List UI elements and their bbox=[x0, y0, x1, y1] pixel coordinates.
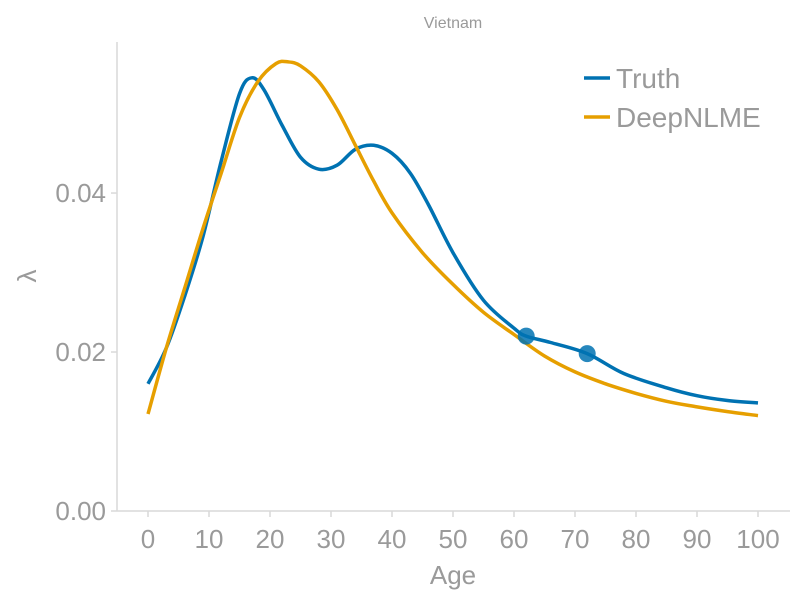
legend: Truth DeepNLME bbox=[584, 63, 761, 133]
data-point-marker bbox=[517, 327, 535, 345]
x-tick-label: 100 bbox=[736, 524, 779, 554]
y-tick-label: 0.00 bbox=[55, 496, 106, 526]
legend-label-truth: Truth bbox=[616, 63, 680, 94]
series-layer bbox=[146, 59, 759, 418]
y-tick-label: 0.02 bbox=[55, 337, 106, 367]
legend-label-deepnlme: DeepNLME bbox=[616, 102, 761, 133]
x-tick-label: 20 bbox=[256, 524, 285, 554]
x-tick-label: 90 bbox=[683, 524, 712, 554]
x-tick-label: 80 bbox=[622, 524, 651, 554]
x-tick-label: 0 bbox=[141, 524, 155, 554]
data-point-marker bbox=[578, 345, 596, 363]
marker-layer bbox=[517, 327, 596, 363]
x-axis-label: Age bbox=[430, 560, 476, 590]
x-tick-label: 40 bbox=[378, 524, 407, 554]
y-axis-ticks: 0.00 0.02 0.04 bbox=[55, 178, 117, 526]
series-line-truth bbox=[146, 76, 759, 405]
x-tick-label: 50 bbox=[439, 524, 468, 554]
series-line-deepnlme bbox=[146, 59, 759, 418]
x-tick-label: 10 bbox=[195, 524, 224, 554]
x-tick-label: 60 bbox=[500, 524, 529, 554]
x-tick-label: 70 bbox=[561, 524, 590, 554]
chart-title: Vietnam bbox=[424, 15, 482, 32]
y-axis-label: λ bbox=[12, 270, 42, 283]
x-tick-label: 30 bbox=[317, 524, 346, 554]
x-axis-ticks: 0 10 20 30 40 50 60 70 80 90 100 bbox=[141, 511, 780, 554]
y-tick-label: 0.04 bbox=[55, 178, 106, 208]
